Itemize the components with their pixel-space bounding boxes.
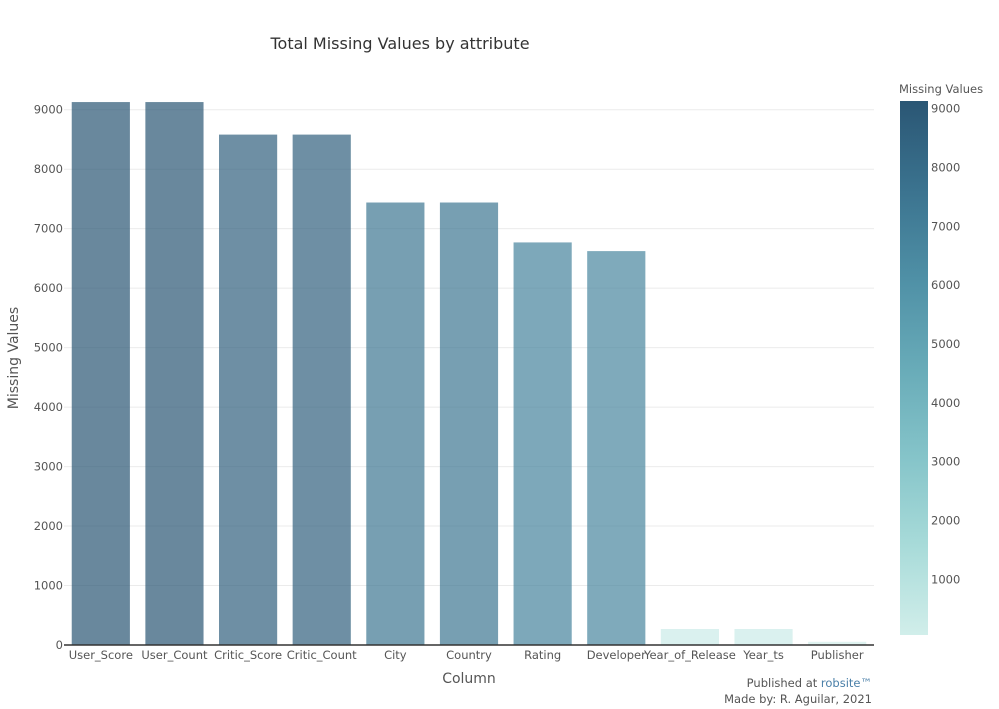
x-tick-label: Rating <box>524 648 561 662</box>
colorbar-title: Missing Values <box>899 82 983 96</box>
bar-country[interactable] <box>439 202 499 645</box>
y-tick-label: 7000 <box>34 222 63 236</box>
made-by-note: Made by: R. Aguilar, 2021 <box>724 692 872 706</box>
x-tick-label: City <box>384 648 407 662</box>
robsite-link[interactable]: robsite™ <box>820 676 872 690</box>
colorbar-ticks: 1000 2000 3000 4000 5000 6000 7000 8000 9000 <box>931 102 960 587</box>
bar-user-score[interactable] <box>71 102 130 645</box>
x-axis-ticks: User_Score User_Count Critic_Score Critic_C… <box>69 648 864 662</box>
bar-critic-count[interactable] <box>292 134 351 645</box>
x-tick-label: Developer <box>587 648 646 662</box>
bar-critic-score[interactable] <box>219 134 278 645</box>
x-tick-label: Country <box>446 648 492 662</box>
colorbar-tick-label: 3000 <box>931 455 960 469</box>
y-axis-ticks: 0 1000 2000 3000 4000 5000 6000 7000 8000 9000 <box>34 103 63 652</box>
colorbar-tick-label: 2000 <box>931 513 960 527</box>
y-tick-label: 5000 <box>34 341 63 355</box>
y-tick-label: 6000 <box>34 281 63 295</box>
bar-user-count[interactable] <box>145 102 204 645</box>
x-tick-label: User_Score <box>69 648 133 662</box>
x-tick-label: User_Count <box>141 648 208 662</box>
colorbar-tick-label: 9000 <box>931 102 960 116</box>
colorbar-tick-label: 1000 <box>931 572 960 586</box>
colorbar-tick-label: 5000 <box>931 337 960 351</box>
bar-rating[interactable] <box>513 242 572 645</box>
colorbar-tick-label: 8000 <box>931 160 960 174</box>
y-tick-label: 9000 <box>34 103 63 117</box>
colorbar-tick-label: 7000 <box>931 219 960 233</box>
y-tick-label: 8000 <box>34 162 63 176</box>
x-tick-label: Critic_Score <box>214 648 282 662</box>
x-tick-label: Publisher <box>811 648 864 662</box>
published-note: Published at robsite™ <box>747 676 872 690</box>
bar-city[interactable] <box>366 202 425 645</box>
y-tick-label: 1000 <box>34 579 63 593</box>
published-prefix: Published at <box>746 676 821 690</box>
bar-publisher[interactable] <box>808 641 867 645</box>
y-axis-title: Missing Values <box>6 307 22 409</box>
chart-title: Total Missing Values by attribute <box>269 34 529 53</box>
colorbar <box>900 101 928 635</box>
x-axis-title: Column <box>442 671 496 687</box>
colorbar-tick-label: 4000 <box>931 396 960 410</box>
x-tick-label: Year_of_Release <box>643 648 736 662</box>
bar-year-of-release[interactable] <box>660 629 719 645</box>
y-tick-label: 2000 <box>34 519 63 533</box>
y-tick-label: 0 <box>56 638 63 652</box>
bar-year-ts[interactable] <box>734 629 793 645</box>
x-tick-label: Critic_Count <box>287 648 357 662</box>
x-tick-label: Year_ts <box>742 648 784 662</box>
bar-developer[interactable] <box>587 251 646 646</box>
bars <box>71 102 867 646</box>
y-tick-label: 3000 <box>34 460 63 474</box>
colorbar-tick-label: 6000 <box>931 278 960 292</box>
y-tick-label: 4000 <box>34 400 63 414</box>
